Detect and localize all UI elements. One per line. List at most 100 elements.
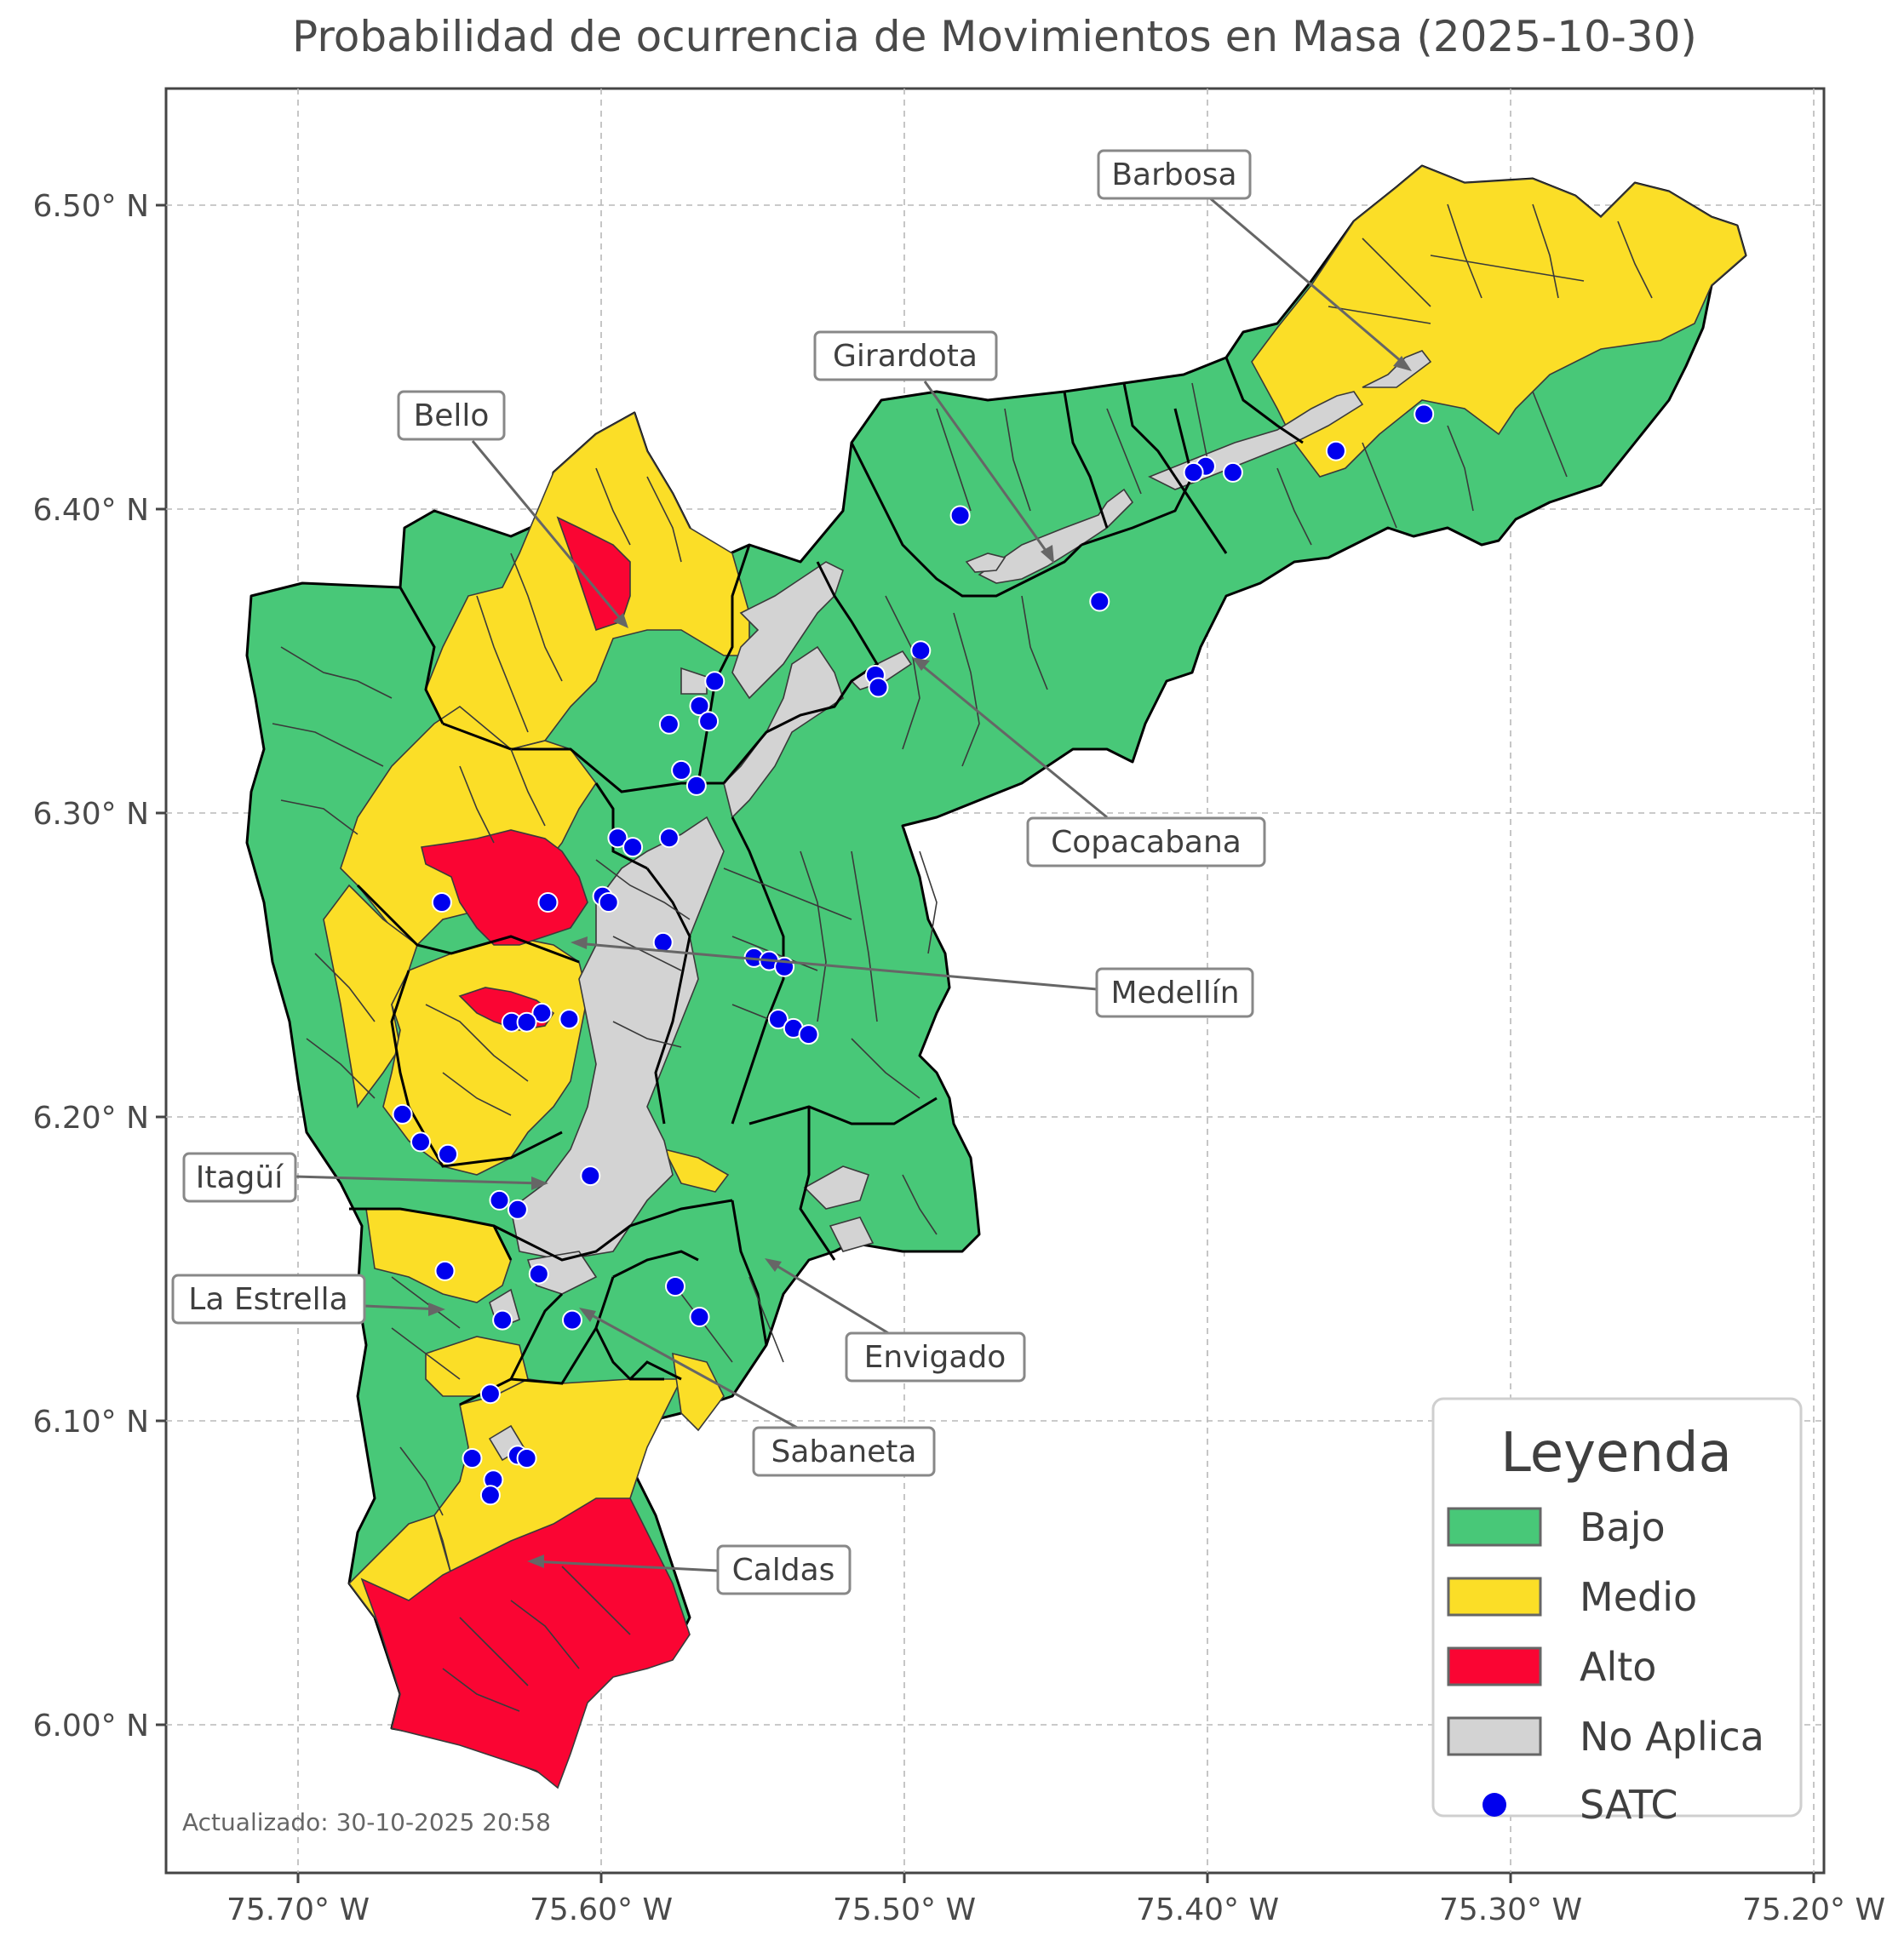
satc-station-marker [1325, 440, 1346, 461]
callout-arrow [1208, 196, 1408, 368]
satc-station-marker [622, 837, 644, 858]
callout-label: Girardota [833, 339, 978, 374]
callouts: Barbosa Girardota Bello Copacabana [171, 149, 1412, 1595]
legend-swatch-no-aplica [1447, 1716, 1542, 1756]
callout-caldas: Caldas [527, 1544, 852, 1595]
region-no-aplica [680, 667, 708, 695]
satc-station-marker [559, 1009, 580, 1030]
region-no-aplica [723, 645, 844, 819]
satc-station-marker [431, 892, 452, 913]
satc-station-marker [580, 1165, 601, 1187]
satc-station-marker [507, 1199, 528, 1220]
map-title: Probabilidad de ocurrencia de Movimiento… [292, 12, 1697, 61]
callout-envigado: Envigado [765, 1258, 1026, 1383]
satc-station-marker [1089, 591, 1110, 612]
callout-label: La Estrella [188, 1282, 347, 1317]
satc-station-marker [516, 1448, 537, 1469]
satc-station-marker [489, 1189, 510, 1211]
y-tick-label: 6.30° N [32, 797, 149, 832]
arrow-head [428, 1303, 445, 1316]
y-tick-labels: 6.50° N 6.40° N 6.30° N 6.20° N 6.10° N … [32, 189, 149, 1743]
legend: Leyenda Bajo Medio Alto No Aplica SATC [1431, 1397, 1803, 1828]
callout-la-estrella: La Estrella [171, 1274, 445, 1325]
x-tick-labels: 75.70° W 75.60° W 75.50° W 75.40° W 75.3… [227, 1892, 1885, 1927]
y-tick-label: 6.50° N [32, 189, 149, 224]
legend-title: Leyenda [1500, 1422, 1732, 1485]
region-no-aplica [1362, 350, 1432, 388]
satc-station-marker [410, 1131, 431, 1153]
satc-station-marker [598, 892, 619, 913]
satc-station-marker [479, 1383, 501, 1405]
callout-barbosa: Barbosa [1097, 149, 1412, 371]
callout-itagui: Itagüí [182, 1152, 548, 1203]
callout-arrow [294, 1175, 543, 1185]
callout-box [813, 330, 998, 381]
callout-label: Barbosa [1111, 157, 1236, 192]
legend-swatch-bajo [1447, 1507, 1542, 1547]
region-no-aplica [965, 553, 1006, 573]
callout-arrow [916, 660, 1108, 819]
x-tick-label: 75.70° W [227, 1892, 370, 1927]
callout-arrow [583, 1309, 800, 1430]
callout-label: Bello [414, 398, 490, 433]
satc-station-marker [562, 1309, 582, 1331]
callout-label: Envigado [864, 1340, 1006, 1375]
callout-box [716, 1544, 852, 1595]
satc-station-marker [479, 1485, 501, 1506]
legend-label: Alto [1580, 1644, 1656, 1690]
x-tick-label: 75.30° W [1439, 1892, 1582, 1927]
legend-swatch-medio [1447, 1577, 1542, 1617]
callout-label: Itagüí [196, 1160, 284, 1195]
callout-box [182, 1152, 297, 1203]
x-tick-label: 75.20° W [1742, 1892, 1885, 1927]
callout-arrow [769, 1260, 891, 1336]
satc-station-marker [492, 1309, 513, 1331]
region-medio [672, 1352, 725, 1432]
satc-station-marker [658, 827, 680, 849]
y-tick-label: 6.00° N [32, 1709, 149, 1743]
legend-label: Bajo [1580, 1504, 1666, 1550]
region-no-aplica [731, 561, 844, 700]
legend-marker-satc [1482, 1793, 1506, 1817]
arrow-head [571, 936, 588, 949]
callout-copacabana: Copacabana [912, 657, 1266, 867]
callout-box [752, 1426, 936, 1477]
y-tick-label: 6.40° N [32, 493, 149, 528]
satc-station-marker [462, 1448, 483, 1469]
region-medio [662, 1148, 730, 1193]
x-tick-label: 75.50° W [833, 1892, 976, 1927]
region-alto [421, 829, 588, 946]
satc-station-marker [516, 1011, 537, 1033]
callout-box [171, 1274, 366, 1325]
satc-station-marker [531, 1002, 553, 1023]
subdivision-lines [272, 203, 1653, 1712]
satc-station-marker [910, 640, 932, 661]
arrow-head [531, 1177, 548, 1190]
arrow-head [912, 657, 930, 671]
arrow-head [527, 1555, 544, 1568]
arrow-head [1041, 545, 1054, 564]
satc-station-marker [1414, 404, 1435, 425]
legend-label: No Aplica [1580, 1714, 1764, 1760]
callout-arrow [576, 942, 1098, 991]
y-tick-label: 6.10° N [32, 1405, 149, 1440]
satc-station-marker [698, 711, 720, 732]
callout-label: Caldas [732, 1553, 835, 1588]
callout-box [1095, 967, 1254, 1018]
satc-station-marker [528, 1263, 549, 1285]
callout-arrow [923, 381, 1052, 558]
region-no-aplica [803, 1165, 870, 1210]
callout-label: Sabaneta [771, 1434, 917, 1469]
legend-box [1431, 1397, 1803, 1818]
region-alto [556, 516, 631, 632]
legend-swatch-alto [1447, 1646, 1542, 1686]
region-no-aplica [978, 488, 1134, 584]
satc-station-marker [607, 827, 628, 849]
callout-medellin: Medellín [571, 936, 1254, 1018]
region-medio [382, 936, 588, 1176]
arrow-head [579, 1308, 596, 1322]
satc-station-marker [704, 671, 725, 692]
satc-station-marker [949, 505, 971, 526]
callout-label: Medellín [1110, 976, 1239, 1011]
